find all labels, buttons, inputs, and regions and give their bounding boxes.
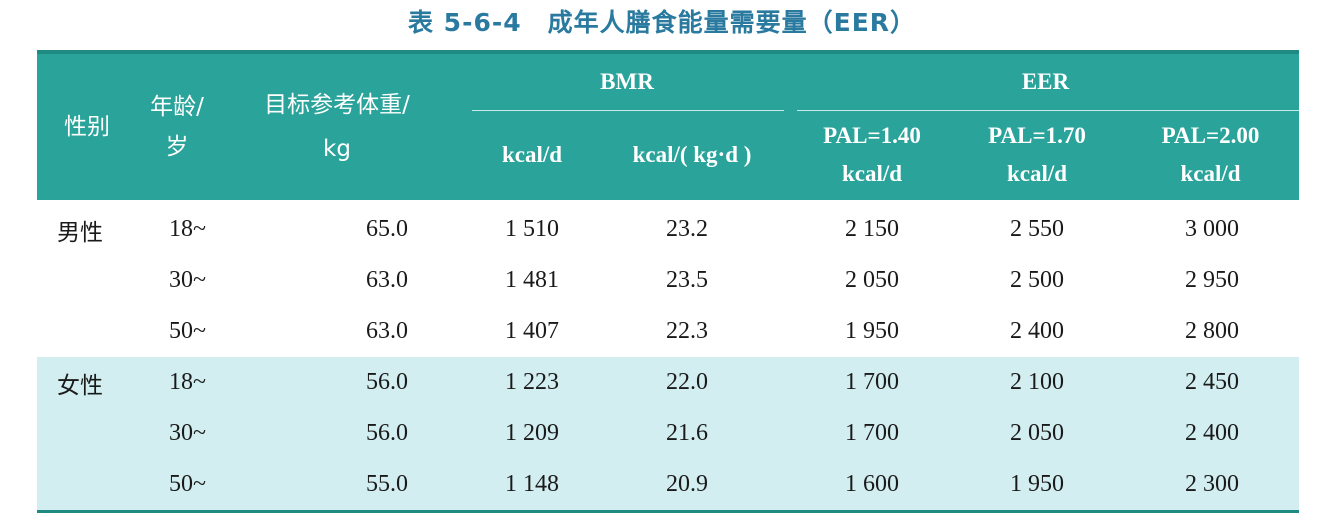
weight-cell: 65.0: [366, 216, 408, 242]
header-eer-group: EER: [1021, 69, 1070, 94]
pal-2-00-cell: 2 450: [1185, 369, 1239, 395]
pal-1-40-cell: 1 700: [845, 369, 899, 395]
bmr-cell: 1 223: [505, 369, 559, 395]
pal-1-70-cell: 2 400: [1010, 318, 1064, 344]
bmr-cell: 1 209: [505, 420, 559, 446]
pal-1-70-cell: 1 950: [1010, 471, 1064, 497]
pal-2-00-cell: 2 400: [1185, 420, 1239, 446]
table-row: 男性 18~ 65.0 1 510 23.2 2 150 2 550 3 000: [37, 204, 1299, 255]
sex-cell: [37, 255, 157, 306]
pal-1-40-cell: 1 950: [845, 318, 899, 344]
sex-cell: 男性: [57, 219, 103, 246]
pal-1-40-cell: 2 150: [845, 216, 899, 242]
pal-1-40-cell: 1 700: [845, 420, 899, 446]
pal-1-70-cell: 2 550: [1010, 216, 1064, 242]
age-cell: 30~: [169, 420, 206, 446]
weight-cell: 63.0: [366, 318, 408, 344]
weight-cell: 63.0: [366, 267, 408, 293]
age-cell: 18~: [169, 216, 206, 242]
age-cell: 50~: [169, 318, 206, 344]
bmr-cell: 1 481: [505, 267, 559, 293]
pal-1-70-cell: 2 050: [1010, 420, 1064, 446]
sex-cell: [37, 306, 157, 357]
weight-cell: 55.0: [366, 471, 408, 497]
pal-1-70-cell: 2 500: [1010, 267, 1064, 293]
header-bmr-kcal-per-kg: kcal/( kg·d ): [632, 142, 752, 167]
header-pal-1-70: PAL=1.70 kcal/d: [988, 123, 1086, 186]
table-row: 50~ 63.0 1 407 22.3 1 950 2 400 2 800: [37, 306, 1299, 357]
sex-cell: [37, 459, 157, 510]
bmr-per-kg-cell: 23.5: [666, 267, 708, 293]
bmr-cell: 1 148: [505, 471, 559, 497]
table-row: 50~ 55.0 1 148 20.9 1 600 1 950 2 300: [37, 459, 1299, 510]
pal-2-00-cell: 2 800: [1185, 318, 1239, 344]
age-cell: 50~: [169, 471, 206, 497]
header-age: 年龄/ 岁: [150, 94, 204, 160]
pal-2-00-cell: 2 300: [1185, 471, 1239, 497]
sex-cell: [37, 408, 157, 459]
weight-cell: 56.0: [366, 420, 408, 446]
header-target-weight: 目标参考体重/ kg: [264, 92, 410, 162]
header-bmr-kcal: kcal/d: [501, 142, 563, 167]
table-bottom-rule: [37, 510, 1299, 513]
header-sex: 性别: [64, 114, 110, 140]
header-pal-2-00: PAL=2.00 kcal/d: [1161, 123, 1260, 186]
bmr-per-kg-cell: 22.0: [666, 369, 708, 395]
table-body: 男性 18~ 65.0 1 510 23.2 2 150 2 550 3 000…: [37, 204, 1299, 510]
age-cell: 30~: [169, 267, 206, 293]
pal-2-00-cell: 3 000: [1185, 216, 1239, 242]
table-title: 表 5-6-4 成年人膳食能量需要量（EER）: [407, 8, 917, 37]
table-row: 女性 18~ 56.0 1 223 22.0 1 700 2 100 2 450: [37, 357, 1299, 408]
bmr-cell: 1 510: [505, 216, 559, 242]
bmr-per-kg-cell: 23.2: [666, 216, 708, 242]
bmr-per-kg-cell: 20.9: [666, 471, 708, 497]
bmr-per-kg-cell: 21.6: [666, 420, 708, 446]
table-row: 30~ 63.0 1 481 23.5 2 050 2 500 2 950: [37, 255, 1299, 306]
bmr-cell: 1 407: [505, 318, 559, 344]
table-header: 性别 年龄/ 岁 目标参考体重/ kg BMR kcal/d kcal/( kg…: [37, 54, 1299, 200]
eer-group-rule: [797, 110, 1299, 111]
bmr-group-rule: [472, 110, 784, 111]
pal-1-40-cell: 1 600: [845, 471, 899, 497]
header-bmr-group: BMR: [600, 69, 654, 94]
pal-2-00-cell: 2 950: [1185, 267, 1239, 293]
header-pal-1-40: PAL=1.40 kcal/d: [823, 123, 921, 186]
age-cell: 18~: [169, 369, 206, 395]
sex-cell: 女性: [57, 372, 103, 399]
table-top-rule: [37, 50, 1299, 54]
table-row: 30~ 56.0 1 209 21.6 1 700 2 050 2 400: [37, 408, 1299, 459]
bmr-per-kg-cell: 22.3: [666, 318, 708, 344]
pal-1-70-cell: 2 100: [1010, 369, 1064, 395]
weight-cell: 56.0: [366, 369, 408, 395]
eer-table: 性别 年龄/ 岁 目标参考体重/ kg BMR kcal/d kcal/( kg…: [37, 50, 1299, 513]
pal-1-40-cell: 2 050: [845, 267, 899, 293]
